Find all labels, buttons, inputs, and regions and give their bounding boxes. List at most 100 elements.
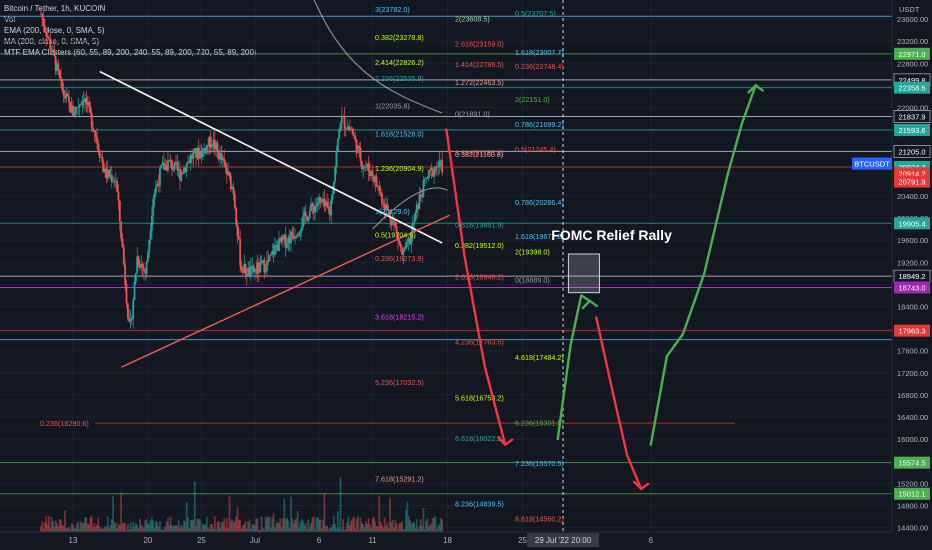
volume-bar <box>94 526 97 532</box>
volume-bar <box>336 511 339 532</box>
volume-bar <box>159 521 161 532</box>
volume-bar <box>232 522 235 532</box>
ascending-trendline <box>120 214 450 368</box>
candle-body <box>312 207 315 213</box>
candle-body <box>279 238 282 243</box>
volume-bar <box>53 526 56 532</box>
candle-body <box>419 194 422 198</box>
volume-bar <box>220 522 223 532</box>
candle-body <box>142 267 145 271</box>
volume-bar <box>191 519 193 532</box>
candle-body <box>114 180 117 182</box>
volume-bar <box>439 518 442 532</box>
volume-bar <box>133 526 136 532</box>
candle-body <box>235 207 238 225</box>
volume-bar <box>324 526 327 532</box>
volume-bar <box>181 527 184 532</box>
price-badge <box>894 324 930 337</box>
candle-body <box>136 256 139 274</box>
candle-body <box>61 78 64 91</box>
candle-body <box>262 260 264 264</box>
candle-body <box>171 160 173 170</box>
volume-bar <box>64 510 66 532</box>
volume-bar <box>328 528 331 532</box>
price-tick-label: 22000.00 <box>897 103 928 112</box>
volume-bar <box>367 518 370 532</box>
volume-bar <box>339 477 342 532</box>
candle-body <box>336 138 339 152</box>
candle-body <box>85 98 88 105</box>
price-tick-label: 22800.00 <box>897 59 928 68</box>
volume-bar <box>386 522 389 532</box>
volume-bar <box>207 526 209 532</box>
volume-bar <box>76 523 78 532</box>
price-badge <box>894 217 930 230</box>
candle-body <box>181 172 184 174</box>
symbol-title[interactable]: Bitcoin / Tether, 1h, KUCOIN <box>4 4 106 13</box>
candle-body <box>393 220 395 222</box>
volume-bar <box>327 529 330 532</box>
volume-bar <box>68 526 70 532</box>
volume-bar <box>209 523 212 532</box>
volume-bar <box>342 519 345 532</box>
price-badge <box>894 81 930 94</box>
volume-bar <box>56 523 58 532</box>
candle-body <box>256 262 259 274</box>
candle-body <box>236 224 239 237</box>
candle-body <box>347 126 350 130</box>
horizontal-levels-layer <box>0 15 892 495</box>
volume-bar <box>236 507 239 532</box>
candle-body <box>348 126 351 129</box>
price-badge-label: 15574.5 <box>898 459 925 468</box>
candle-body <box>270 253 272 256</box>
candle-body <box>252 265 255 272</box>
fib-level-label: 0.786(21699.2) <box>515 120 564 129</box>
candle-body <box>137 256 140 265</box>
volume-bar <box>223 518 226 532</box>
candle-body <box>255 269 258 274</box>
candle-body <box>197 147 200 159</box>
candle-body <box>358 145 361 149</box>
volume-bar <box>294 520 296 532</box>
volume-bar <box>108 528 111 532</box>
volume-bar <box>354 528 357 532</box>
volume-bar <box>149 520 152 532</box>
volume-bar <box>148 523 151 532</box>
volume-bar <box>208 529 211 532</box>
price-tick-label: 14800.00 <box>897 501 928 510</box>
volume-bar <box>109 525 112 532</box>
candle-body <box>106 169 109 179</box>
fib-level-label: 1.414(22786.5) <box>455 60 504 69</box>
indicator-ema[interactable]: EMA (200, close, 0, SMA, 5) <box>4 26 105 35</box>
volume-bar <box>291 518 294 532</box>
indicator-mtf-ema[interactable]: MTF EMA Clusters (60, 55, 89, 200, 240, … <box>4 48 257 57</box>
volume-bar <box>171 525 173 532</box>
candle-body <box>118 200 121 222</box>
volume-bar <box>352 516 355 532</box>
candle-body <box>211 145 213 148</box>
volume-bar <box>272 513 275 532</box>
candle-body <box>258 262 260 273</box>
volume-bar <box>276 521 279 532</box>
candle-body <box>160 165 163 168</box>
volume-bar <box>61 524 64 532</box>
candle-body <box>168 159 171 161</box>
candle-body <box>356 145 359 154</box>
candle-body <box>294 236 296 239</box>
crosshair-time-label: 29 Jul '22 20:00 <box>535 536 592 545</box>
candle-body <box>254 269 256 272</box>
candle-body <box>205 144 208 153</box>
candle-body <box>96 136 98 144</box>
price-badge-label: 22971.0 <box>898 50 925 59</box>
volume-bar <box>105 526 108 532</box>
candle-body <box>300 227 303 232</box>
candle-body <box>201 148 204 157</box>
volume-bar <box>113 522 116 532</box>
candle-body <box>70 105 73 113</box>
time-tick-label: 20 <box>143 536 152 545</box>
candle-body <box>421 196 423 198</box>
volume-bar <box>375 526 378 532</box>
candle-body <box>382 203 385 205</box>
candle-body <box>50 49 53 53</box>
